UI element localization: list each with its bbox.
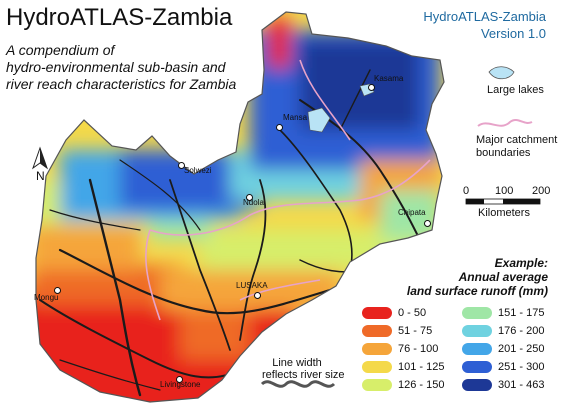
example-legend-title: Example: Annual average land surface run…: [407, 256, 548, 298]
runoff-class-label: 201 - 250: [498, 343, 545, 355]
line-width-line: Line width: [272, 357, 322, 369]
city-marker: [276, 124, 283, 131]
runoff-class-item: 76 - 100: [362, 342, 444, 356]
line-width-line: reflects river size: [262, 369, 345, 381]
lakes-legend-label: Large lakes: [487, 84, 544, 96]
catchment-legend-label: Major catchment boundaries: [476, 134, 557, 160]
city-solwezi: Solwezi: [184, 166, 212, 175]
lake-legend-swatch: [488, 66, 515, 80]
runoff-class-label: 51 - 75: [398, 325, 433, 337]
runoff-class-label: 301 - 463: [498, 379, 545, 391]
example-line: Example:: [494, 256, 548, 270]
scale-unit: Kilometers: [478, 207, 530, 219]
runoff-classes-left: 0 - 50 51 - 75 76 - 100 101 - 125 126 - 150: [362, 306, 444, 396]
example-line: Annual average: [458, 270, 548, 284]
catchment-legend-swatch: [477, 119, 533, 127]
city-chipata: Chipata: [398, 208, 426, 217]
runoff-class-label: 76 - 100: [398, 343, 439, 355]
map-subtitle: A compendium of hydro-environmental sub-…: [6, 42, 236, 93]
version-label: HydroATLAS-Zambia Version 1.0: [423, 8, 546, 42]
runoff-class-label: 251 - 300: [498, 361, 545, 373]
runoff-class-label: 101 - 125: [398, 361, 445, 373]
city-kasama: Kasama: [374, 74, 404, 83]
runoff-class-swatch: [362, 325, 392, 337]
city-ndola: Ndola: [243, 198, 264, 207]
city-marker: [176, 376, 183, 383]
runoff-class-swatch: [462, 307, 492, 319]
runoff-class-swatch: [362, 307, 392, 319]
city-marker: [246, 194, 253, 201]
north-arrow-icon: [32, 146, 48, 170]
runoff-class-swatch: [462, 343, 492, 355]
runoff-class-item: 101 - 125: [362, 360, 444, 374]
runoff-class-item: 51 - 75: [362, 324, 444, 338]
runoff-class-swatch: [462, 325, 492, 337]
example-line: land surface runoff (mm): [406, 284, 548, 298]
scale-bar: [465, 198, 541, 205]
runoff-class-item: 251 - 300: [462, 360, 544, 374]
runoff-class-swatch: [462, 379, 492, 391]
runoff-class-swatch: [462, 361, 492, 373]
city-mongu: Mongu: [34, 293, 59, 302]
runoff-classes-right: 151 - 175 176 - 200 201 - 250 251 - 300 301 …: [462, 306, 544, 396]
city-lusaka: LUSAKA: [236, 281, 268, 290]
north-label: N: [36, 169, 45, 183]
runoff-class-label: 0 - 50: [398, 307, 427, 319]
city-mansa: Mansa: [283, 113, 308, 122]
city-marker: [368, 84, 375, 91]
scale-tick-200: 200: [532, 185, 551, 197]
city-marker: [54, 287, 61, 294]
scale-tick-100: 100: [495, 185, 514, 197]
runoff-class-swatch: [362, 343, 392, 355]
runoff-class-item: 201 - 250: [462, 342, 544, 356]
runoff-class-item: 176 - 200: [462, 324, 544, 338]
line-width-note: Line width reflects river size: [262, 357, 345, 381]
runoff-class-item: 301 - 463: [462, 378, 544, 392]
city-marker: [424, 220, 431, 227]
runoff-class-label: 126 - 150: [398, 379, 445, 391]
subtitle-line: hydro-environmental sub-basin and: [6, 59, 226, 75]
subtitle-line: A compendium of: [6, 42, 115, 58]
scale-tick-0: 0: [463, 185, 470, 197]
catchment-legend-line: boundaries: [476, 147, 531, 159]
version-title: HydroATLAS-Zambia: [423, 9, 546, 24]
runoff-class-swatch: [362, 361, 392, 373]
map-title: HydroATLAS-Zambia: [6, 4, 233, 31]
city-marker: [254, 292, 261, 299]
subtitle-line: river reach characteristics for Zambia: [6, 76, 237, 92]
runoff-class-item: 0 - 50: [362, 306, 444, 320]
runoff-class-swatch: [362, 379, 392, 391]
version-number: Version 1.0: [480, 26, 546, 41]
runoff-class-label: 176 - 200: [498, 325, 545, 337]
country-outline: [35, 11, 445, 403]
city-marker: [178, 162, 185, 169]
city-livingstone: Livingstone: [160, 380, 201, 389]
runoff-class-item: 151 - 175: [462, 306, 544, 320]
catchment-legend-line: Major catchment: [476, 134, 558, 146]
runoff-class-label: 151 - 175: [498, 307, 545, 319]
catchment-boundary-lines: [145, 59, 431, 321]
runoff-class-item: 126 - 150: [362, 378, 444, 392]
line-width-wave-icon: [260, 380, 336, 388]
